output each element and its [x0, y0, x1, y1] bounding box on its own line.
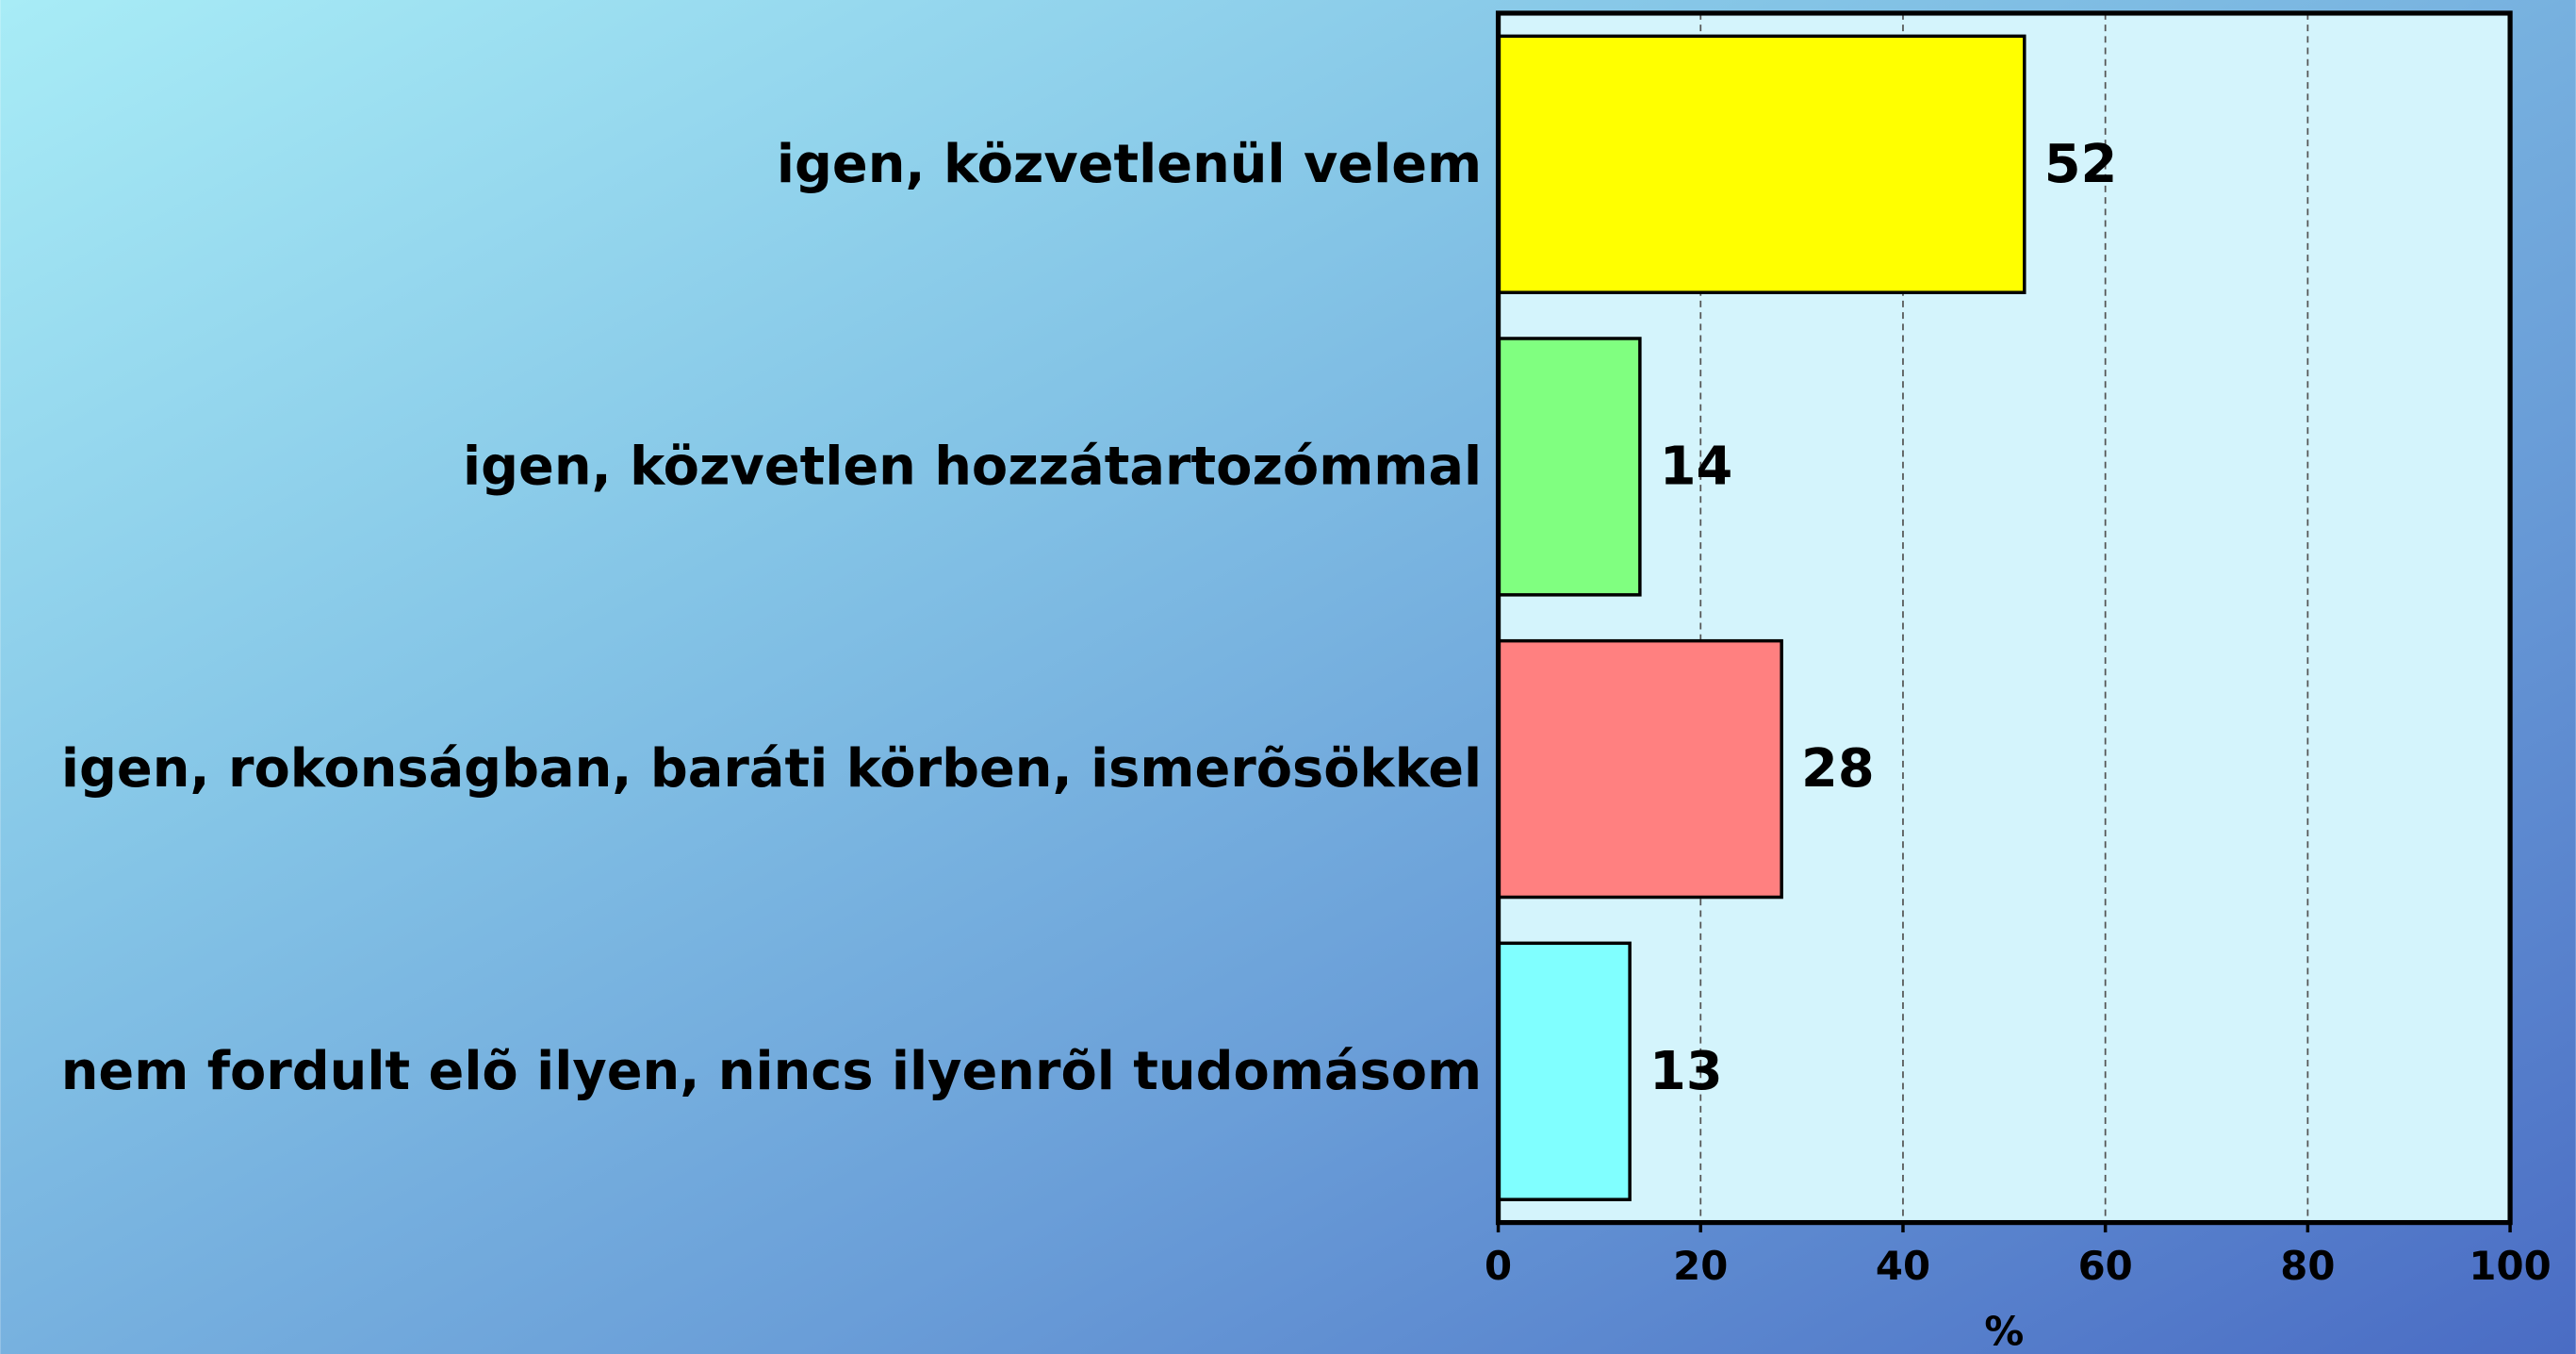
bar	[1496, 34, 2026, 294]
x-tick-label: 0	[1485, 1243, 1512, 1289]
value-label: 14	[1660, 437, 1733, 498]
plot-frame	[1495, 10, 2513, 1226]
value-label: 28	[1801, 738, 1875, 800]
y-tick-label: igen, rokonságban, baráti körben, ismerõ…	[61, 738, 1482, 800]
y-tick-label: nem fordult elõ ilyen, nincs ilyenrõl tu…	[61, 1041, 1482, 1102]
bar	[1496, 941, 1632, 1201]
x-tick-label: 60	[2078, 1243, 2133, 1289]
value-label: 52	[2044, 134, 2118, 195]
x-tick-label: 40	[1876, 1243, 1930, 1289]
x-tick-label: 20	[1673, 1243, 1728, 1289]
y-tick-label: igen, közvetlen hozzátartozómmal	[463, 437, 1482, 498]
x-tick-label: 80	[2280, 1243, 2335, 1289]
value-label: 13	[1649, 1041, 1723, 1102]
bar	[1496, 638, 1783, 900]
bar	[1496, 337, 1642, 597]
x-tick-label: 100	[2469, 1243, 2551, 1289]
x-axis-label: %	[1984, 1309, 2024, 1354]
y-tick-label: igen, közvetlenül velem	[777, 134, 1482, 195]
